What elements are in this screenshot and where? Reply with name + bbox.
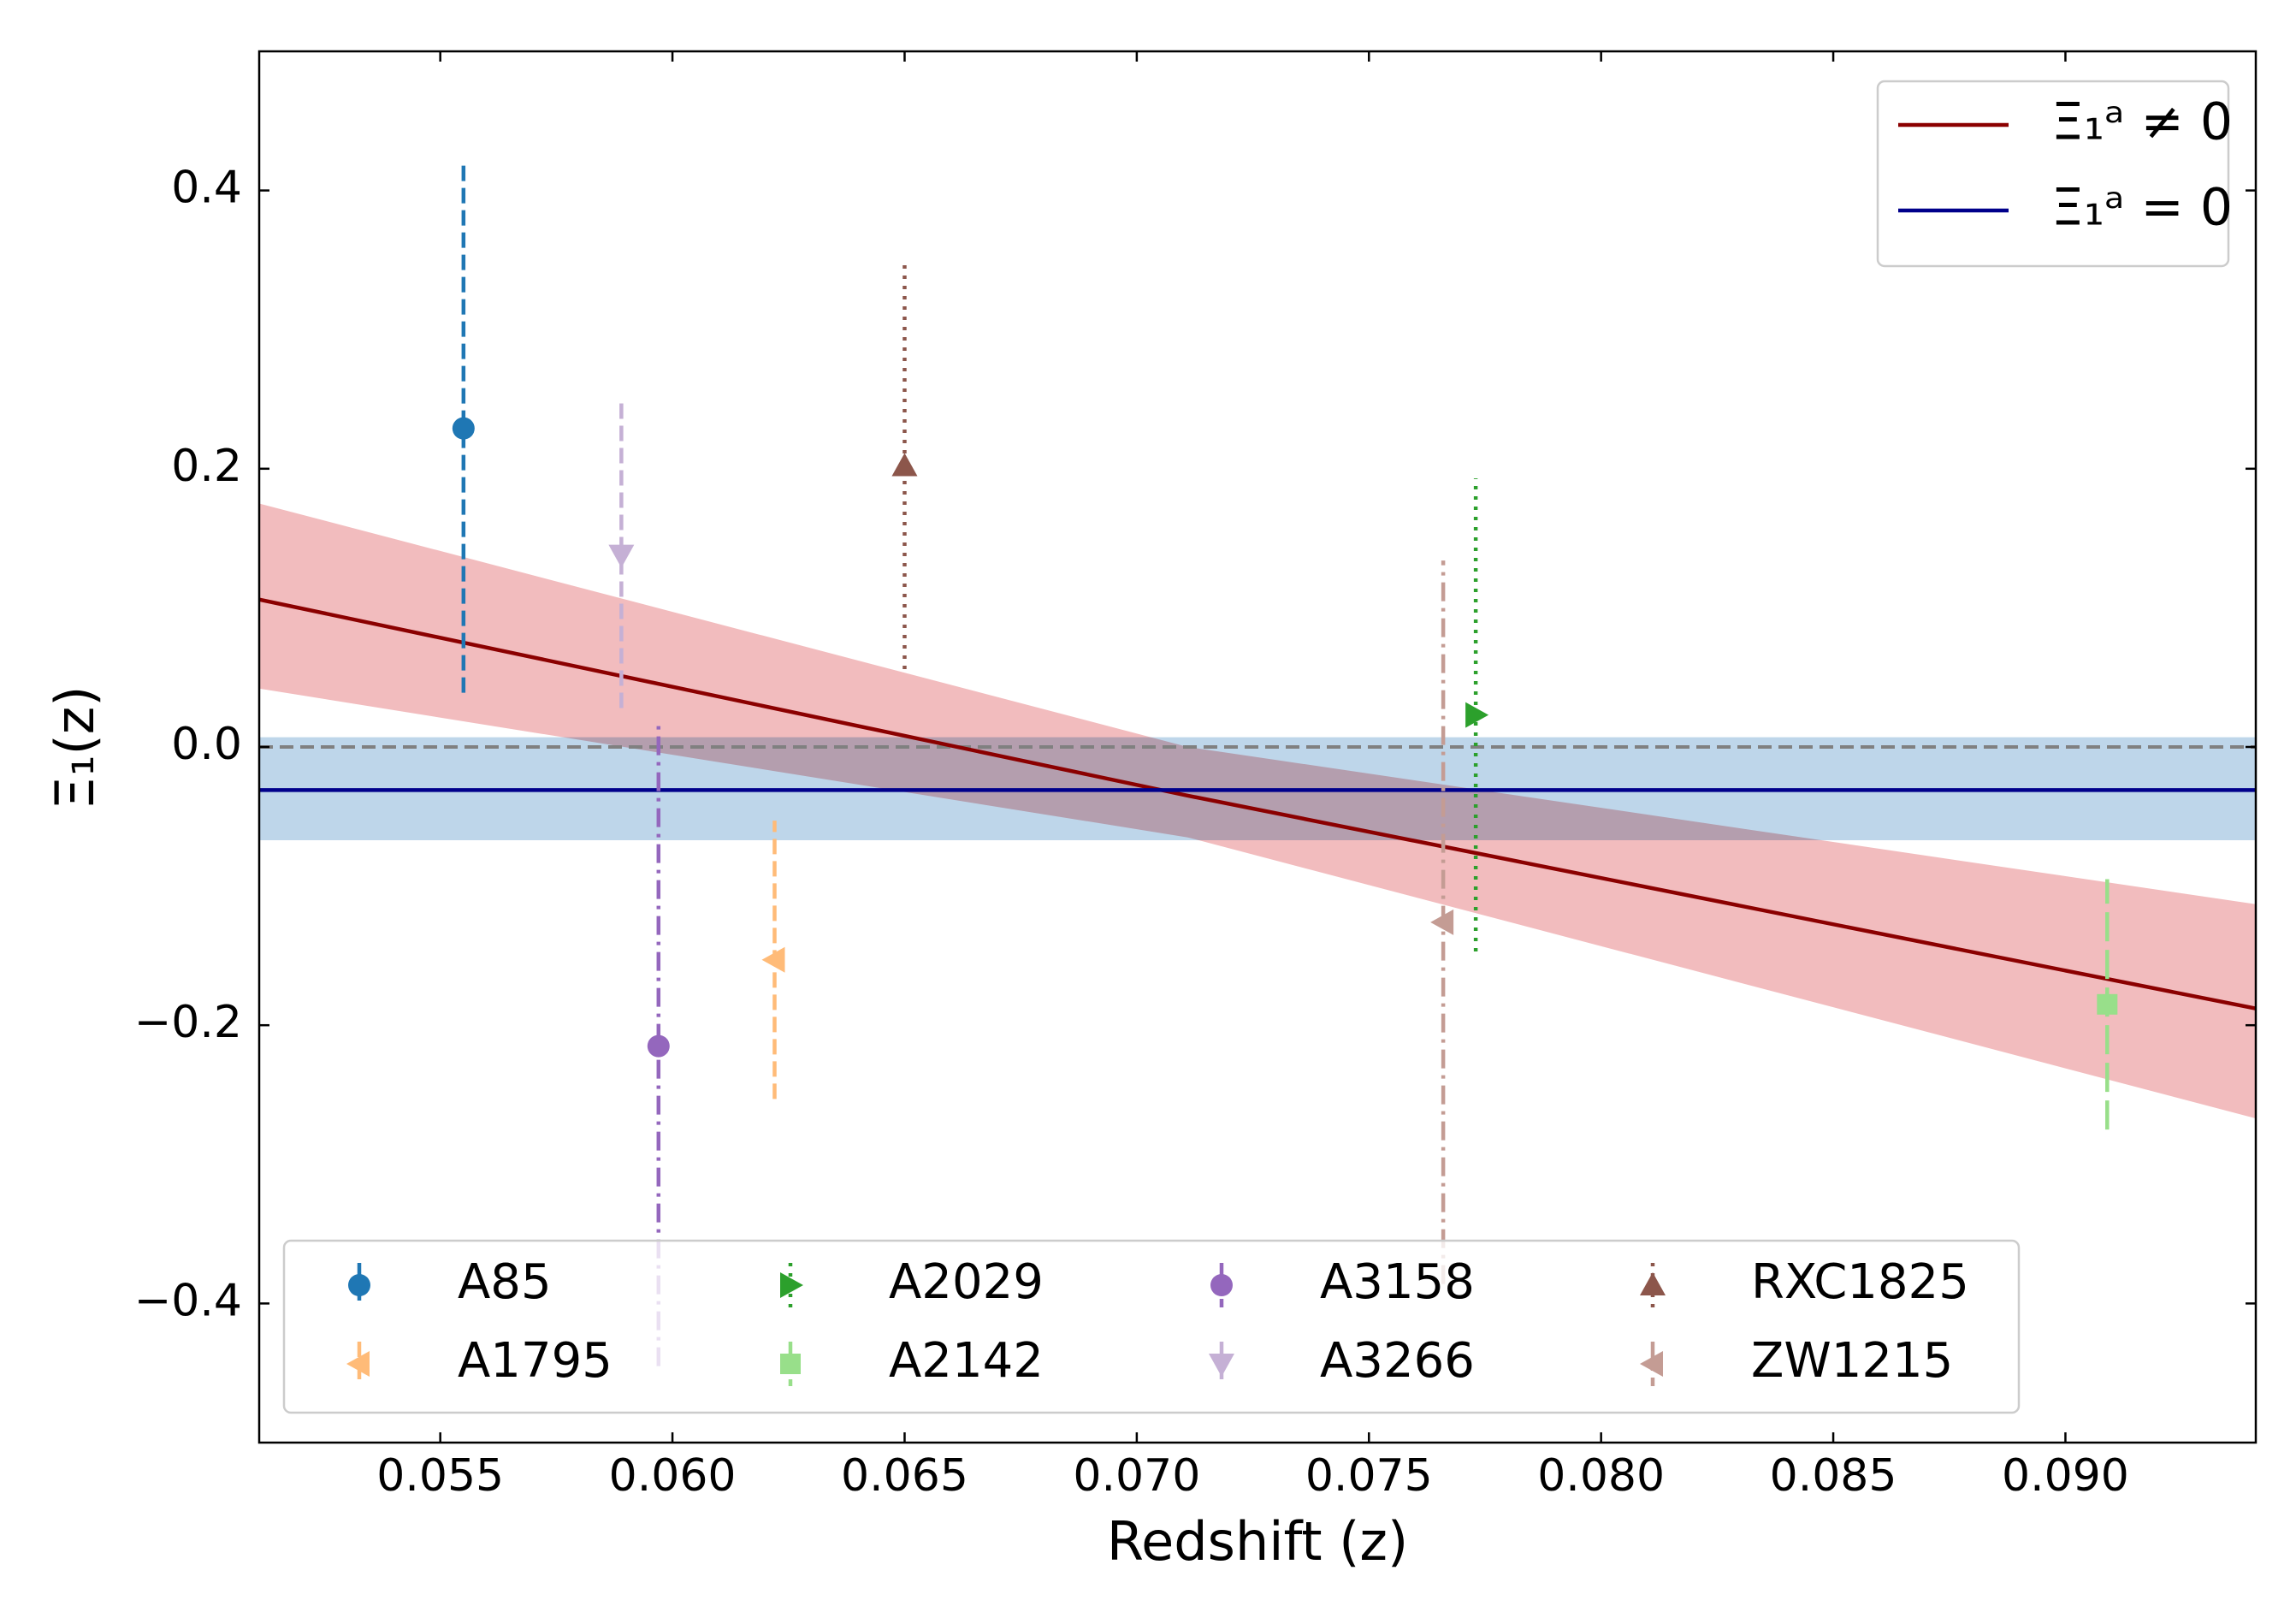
plot-area bbox=[259, 163, 2256, 1366]
x-tick-label: 0.085 bbox=[1770, 1450, 1897, 1502]
x-tick-label: 0.060 bbox=[609, 1450, 737, 1502]
legend-marker bbox=[346, 1351, 370, 1377]
legend-label: Ξ₁ᵃ = 0 bbox=[2051, 178, 2233, 238]
fit-line bbox=[259, 597, 2256, 1011]
y-tick-label: 0.2 bbox=[171, 441, 242, 492]
legend-label: A85 bbox=[458, 1254, 552, 1310]
legend-label: A3266 bbox=[1320, 1333, 1475, 1389]
y-tick-label: 0.0 bbox=[171, 719, 242, 770]
marker bbox=[2097, 993, 2118, 1015]
fit-legend: Ξ₁ᵃ ≠ 0 Ξ₁ᵃ = 0 bbox=[1876, 80, 2233, 268]
x-tick-label: 0.065 bbox=[841, 1450, 968, 1502]
legend-frame bbox=[282, 1239, 2021, 1414]
legend-marker bbox=[1210, 1274, 1233, 1296]
legend-frame bbox=[1876, 80, 2230, 268]
legend-label: ZW1215 bbox=[1751, 1333, 1953, 1389]
x-axis-label: Redshift (z) bbox=[1107, 1510, 1408, 1573]
legend-marker bbox=[780, 1272, 803, 1298]
legend-label: RXC1825 bbox=[1751, 1254, 1969, 1310]
legend-marker bbox=[1640, 1351, 1663, 1377]
legend-label: A2142 bbox=[889, 1333, 1044, 1389]
legend-label: Ξ₁ᵃ ≠ 0 bbox=[2051, 92, 2233, 152]
marker bbox=[452, 417, 475, 440]
legend-label: A3158 bbox=[1320, 1254, 1475, 1310]
x-tick-label: 0.090 bbox=[2002, 1450, 2129, 1502]
marker bbox=[761, 946, 785, 973]
series-legend: A85 A1795 A2029 A2142 A3158 A3266 RXC1825 ZW121… bbox=[282, 1239, 2021, 1414]
x-tick-label: 0.070 bbox=[1073, 1450, 1200, 1502]
marker bbox=[608, 544, 635, 568]
legend-label: A2029 bbox=[889, 1254, 1044, 1310]
y-axis-label: Ξ₁(z) bbox=[44, 686, 106, 810]
legend-label: A1795 bbox=[458, 1333, 612, 1389]
marker bbox=[1430, 909, 1454, 935]
marker bbox=[1465, 702, 1489, 728]
y-tick-label: 0.4 bbox=[171, 163, 242, 214]
x-tick-label: 0.055 bbox=[376, 1450, 504, 1502]
y-tick-label: −0.2 bbox=[134, 997, 242, 1048]
legend-marker bbox=[348, 1274, 370, 1296]
marker bbox=[647, 1034, 670, 1058]
legend-marker bbox=[1640, 1272, 1666, 1295]
legend-marker bbox=[780, 1354, 801, 1374]
x-tick-label: 0.075 bbox=[1305, 1450, 1433, 1502]
legend-marker bbox=[1209, 1354, 1234, 1377]
marker bbox=[891, 453, 918, 477]
x-tick-label: 0.080 bbox=[1537, 1450, 1665, 1502]
y-tick-label: −0.4 bbox=[134, 1275, 242, 1326]
